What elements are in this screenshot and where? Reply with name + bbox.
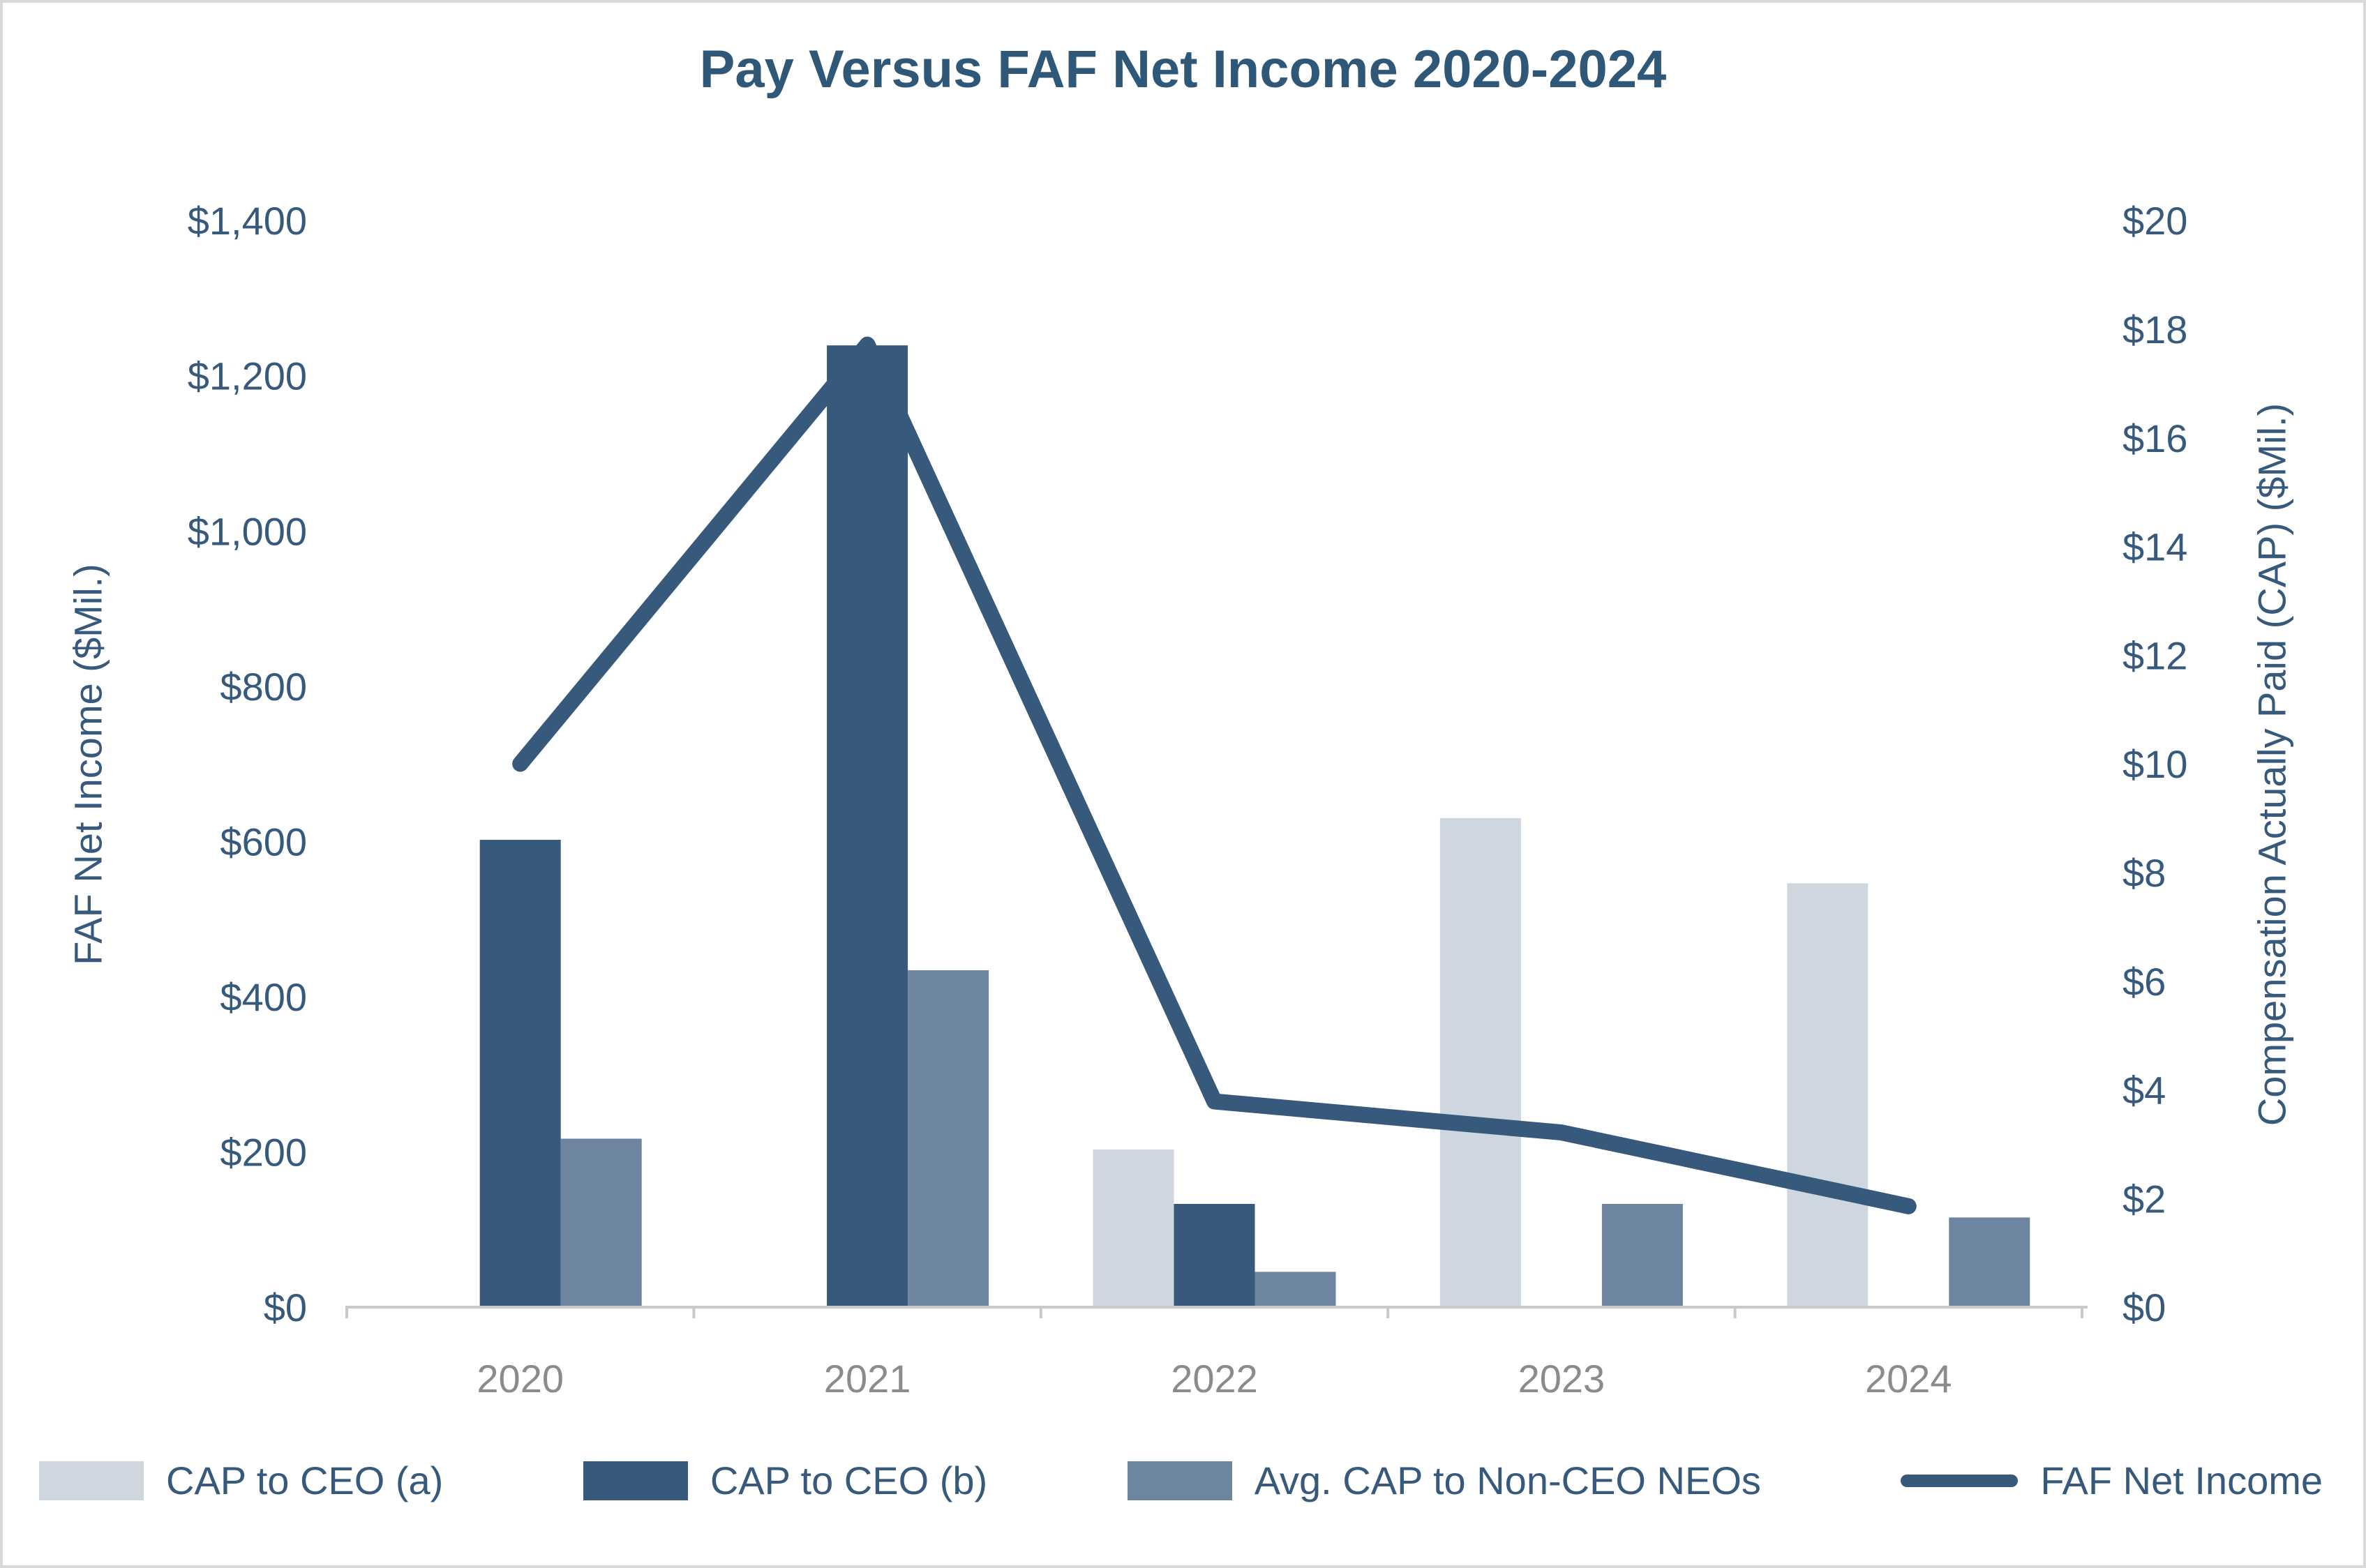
left-axis-tick-label: $600	[220, 820, 307, 864]
left-axis-tick-label: $1,200	[188, 354, 307, 398]
legend-label-avg-cap-neos: Avg. CAP to Non-CEO NEOs	[1254, 1458, 1761, 1502]
legend-swatch-cap-ceo-a	[39, 1461, 144, 1500]
right-axis-tick-label: $10	[2122, 742, 2187, 786]
right-axis-tick-label: $4	[2122, 1069, 2166, 1113]
right-axis-tick-label: $6	[2122, 960, 2166, 1004]
legend-label-cap-ceo-b: CAP to CEO (b)	[710, 1458, 988, 1502]
chart-title: Pay Versus FAF Net Income 2020-2024	[699, 40, 1667, 99]
bar-cap-to-ceo-a--2024	[1787, 883, 1869, 1307]
chart-canvas: $0 $200 $400 $600 $800 $1,000 $1,200 $1,400 $0 $2…	[188, 199, 2188, 1401]
bar-avg-cap-to-non-ceo-neos-2020	[560, 1138, 642, 1307]
legend-swatch-cap-ceo-b	[583, 1461, 688, 1500]
faf-net-income-line	[512, 336, 1917, 1214]
legend-item-faf-net-income: FAF Net Income	[1901, 1458, 2323, 1503]
legend-item-avg-cap-neos: Avg. CAP to Non-CEO NEOs	[1127, 1458, 1761, 1503]
legend-item-cap-ceo-b: CAP to CEO (b)	[583, 1458, 987, 1503]
left-axis-tick-label: $800	[220, 665, 307, 709]
x-axis-year-label: 2023	[1518, 1357, 1605, 1401]
legend-swatch-avg-cap-neos	[1127, 1461, 1232, 1500]
x-axis-year-label: 2024	[1865, 1357, 1952, 1401]
bar-avg-cap-to-non-ceo-neos-2023	[1601, 1203, 1683, 1307]
legend-item-cap-ceo-a: CAP to CEO (a)	[39, 1458, 443, 1503]
right-axis-tick-label: $18	[2122, 308, 2187, 352]
right-axis-tick-label: $20	[2122, 199, 2187, 243]
x-axis-year-label: 2022	[1171, 1357, 1258, 1401]
right-axis-tick-label: $8	[2122, 851, 2166, 895]
left-axis-tick-label: $0	[264, 1286, 307, 1329]
right-axis-tick-label: $0	[2122, 1286, 2166, 1329]
left-axis-tick-label: $200	[220, 1131, 307, 1175]
bar-cap-to-ceo-b--2021	[827, 345, 908, 1307]
legend-label-cap-ceo-a: CAP to CEO (a)	[166, 1458, 444, 1502]
left-axis-tick-label: $400	[220, 975, 307, 1019]
right-axis-tick-label: $14	[2122, 525, 2187, 569]
right-axis-tick-label: $12	[2122, 633, 2187, 677]
bar-cap-to-ceo-b--2022	[1174, 1203, 1255, 1307]
left-axis-tick-label: $1,000	[188, 509, 307, 553]
right-axis-tick-label: $16	[2122, 416, 2187, 460]
legend-line-swatch-faf-net-income	[1901, 1474, 2019, 1487]
x-axis-year-label: 2020	[477, 1357, 564, 1401]
legend: CAP to CEO (a) CAP to CEO (b) Avg. CAP t…	[39, 1458, 2323, 1503]
bar-avg-cap-to-non-ceo-neos-2022	[1255, 1272, 1336, 1307]
left-axis-tick-label: $1,400	[188, 199, 307, 243]
bar-avg-cap-to-non-ceo-neos-2024	[1949, 1217, 2030, 1307]
legend-label-faf-net-income: FAF Net Income	[2040, 1458, 2323, 1502]
bar-avg-cap-to-non-ceo-neos-2021	[908, 970, 989, 1307]
x-axis-year-label: 2021	[824, 1357, 911, 1401]
bar-cap-to-ceo-b--2020	[479, 840, 561, 1307]
right-axis-tick-label: $2	[2122, 1177, 2166, 1221]
bar-cap-to-ceo-a--2023	[1439, 817, 1521, 1307]
bar-cap-to-ceo-a--2022	[1093, 1149, 1174, 1307]
